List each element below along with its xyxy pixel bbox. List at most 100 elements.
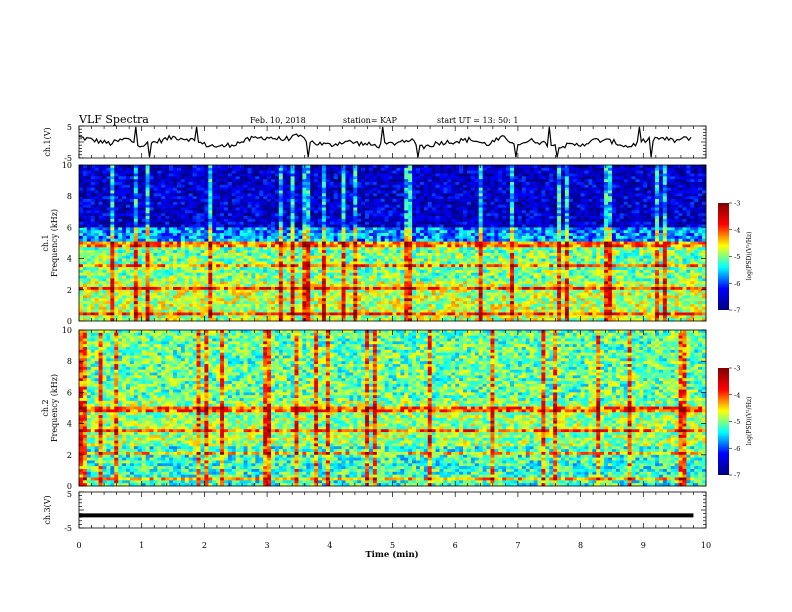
spec1-cell	[274, 204, 280, 208]
spec1-cell	[568, 216, 574, 220]
spec1-cell	[619, 235, 625, 240]
spec1-cell	[470, 173, 476, 177]
spec1-cell	[118, 241, 123, 245]
spec1-cell	[670, 213, 675, 217]
spec1-cell	[459, 224, 464, 228]
spec1-cell	[486, 165, 491, 169]
spec1-cell	[126, 167, 131, 171]
spec1-cell	[294, 165, 299, 169]
spec1-cell	[682, 179, 687, 183]
spec1-cell	[98, 176, 103, 180]
spec1-cell	[463, 201, 468, 206]
spec1-cell	[126, 179, 131, 183]
spec1-cell	[435, 221, 440, 225]
spec1-cell	[553, 216, 558, 220]
spec1-cell	[596, 218, 601, 223]
spec1-cell	[169, 216, 174, 220]
spec1-cell	[568, 227, 574, 231]
spec1-cell	[463, 230, 468, 234]
spec1-cell	[541, 199, 546, 203]
spec1-cell	[658, 199, 664, 203]
spec1-cell	[619, 187, 625, 191]
spec1-cell	[259, 227, 264, 231]
spec1-cell	[122, 238, 127, 242]
spec1-cell	[423, 233, 429, 237]
spec1-cell	[180, 247, 186, 251]
spec1-cell	[698, 207, 703, 211]
spec1-cell	[486, 218, 491, 223]
spec1-cell	[702, 224, 707, 228]
spec1-cell	[611, 224, 617, 228]
spec1-cell	[216, 224, 221, 228]
spec1-cell	[161, 170, 166, 174]
spec1-cell	[533, 238, 538, 242]
spec1-cell	[568, 196, 574, 200]
spec1-cell	[564, 165, 570, 169]
spec1-cell	[584, 207, 589, 211]
spec1-cell	[223, 176, 229, 180]
spec1-cell	[557, 201, 562, 206]
spec1-cell	[223, 179, 229, 183]
spec1-cell	[619, 196, 625, 200]
spec1-cell	[223, 218, 229, 223]
spec1-cell	[314, 170, 319, 174]
spec1-cell	[474, 201, 480, 206]
spec1-cell	[627, 227, 632, 231]
spec1-cell	[459, 201, 464, 206]
spec1-cell	[482, 218, 487, 223]
spec1-cell	[149, 235, 154, 240]
spec1-cell	[662, 244, 668, 248]
spec1-cell	[502, 184, 507, 188]
spec1-cell	[486, 204, 491, 208]
spec1-cell	[447, 244, 452, 248]
spec1-cell	[635, 190, 640, 194]
spec1-cell	[521, 221, 527, 225]
spec1-cell	[145, 196, 150, 200]
spec1-cell	[165, 182, 170, 186]
spec1-cell	[435, 241, 440, 245]
spec1-cell	[604, 210, 609, 214]
spec1-cell	[310, 167, 315, 171]
spec1-cell	[263, 167, 268, 171]
spec1-cell	[580, 247, 585, 251]
spec1-cell	[498, 182, 503, 186]
spec1-cell	[325, 230, 331, 234]
spec1-cell	[184, 221, 190, 225]
spec1-cell	[682, 216, 687, 220]
spec1-cell	[94, 213, 99, 217]
spec1-cell	[102, 213, 107, 217]
spec1-cell	[384, 170, 389, 174]
spec1-cell	[455, 221, 460, 225]
spec1-cell	[278, 190, 284, 194]
spec1-cell	[161, 196, 166, 200]
spec1-cell	[611, 233, 617, 237]
spec1-cell	[564, 187, 570, 191]
spec1-cell	[513, 216, 519, 220]
spec1-cell	[165, 210, 170, 214]
spec1-cell	[419, 216, 425, 220]
spec1-cell	[545, 221, 550, 225]
spec1-cell	[310, 235, 315, 240]
spec1-cell	[455, 199, 460, 203]
spec1-cell	[635, 176, 640, 180]
spec1-cell	[623, 216, 628, 220]
spec1-cell	[502, 187, 507, 191]
spec1-cell	[604, 218, 609, 223]
spec1-cell	[208, 187, 213, 191]
spec1-cell	[615, 184, 621, 188]
spec1-cell	[631, 167, 636, 171]
spec1-cell	[463, 179, 468, 183]
spec1-cell	[486, 247, 491, 251]
spec1-cell	[325, 170, 331, 174]
spec1-cell	[306, 224, 311, 228]
spec1-cell	[294, 201, 299, 206]
spec1-cell	[623, 182, 628, 186]
spec1-cell	[314, 201, 319, 206]
spec1-cell	[325, 167, 331, 171]
spec1-cell	[94, 224, 99, 228]
spec1-cell	[561, 187, 566, 191]
spec1-cell	[392, 238, 397, 242]
spec1-cell	[243, 247, 248, 251]
spec1-cell	[357, 176, 362, 180]
spec1-cell	[541, 227, 546, 231]
